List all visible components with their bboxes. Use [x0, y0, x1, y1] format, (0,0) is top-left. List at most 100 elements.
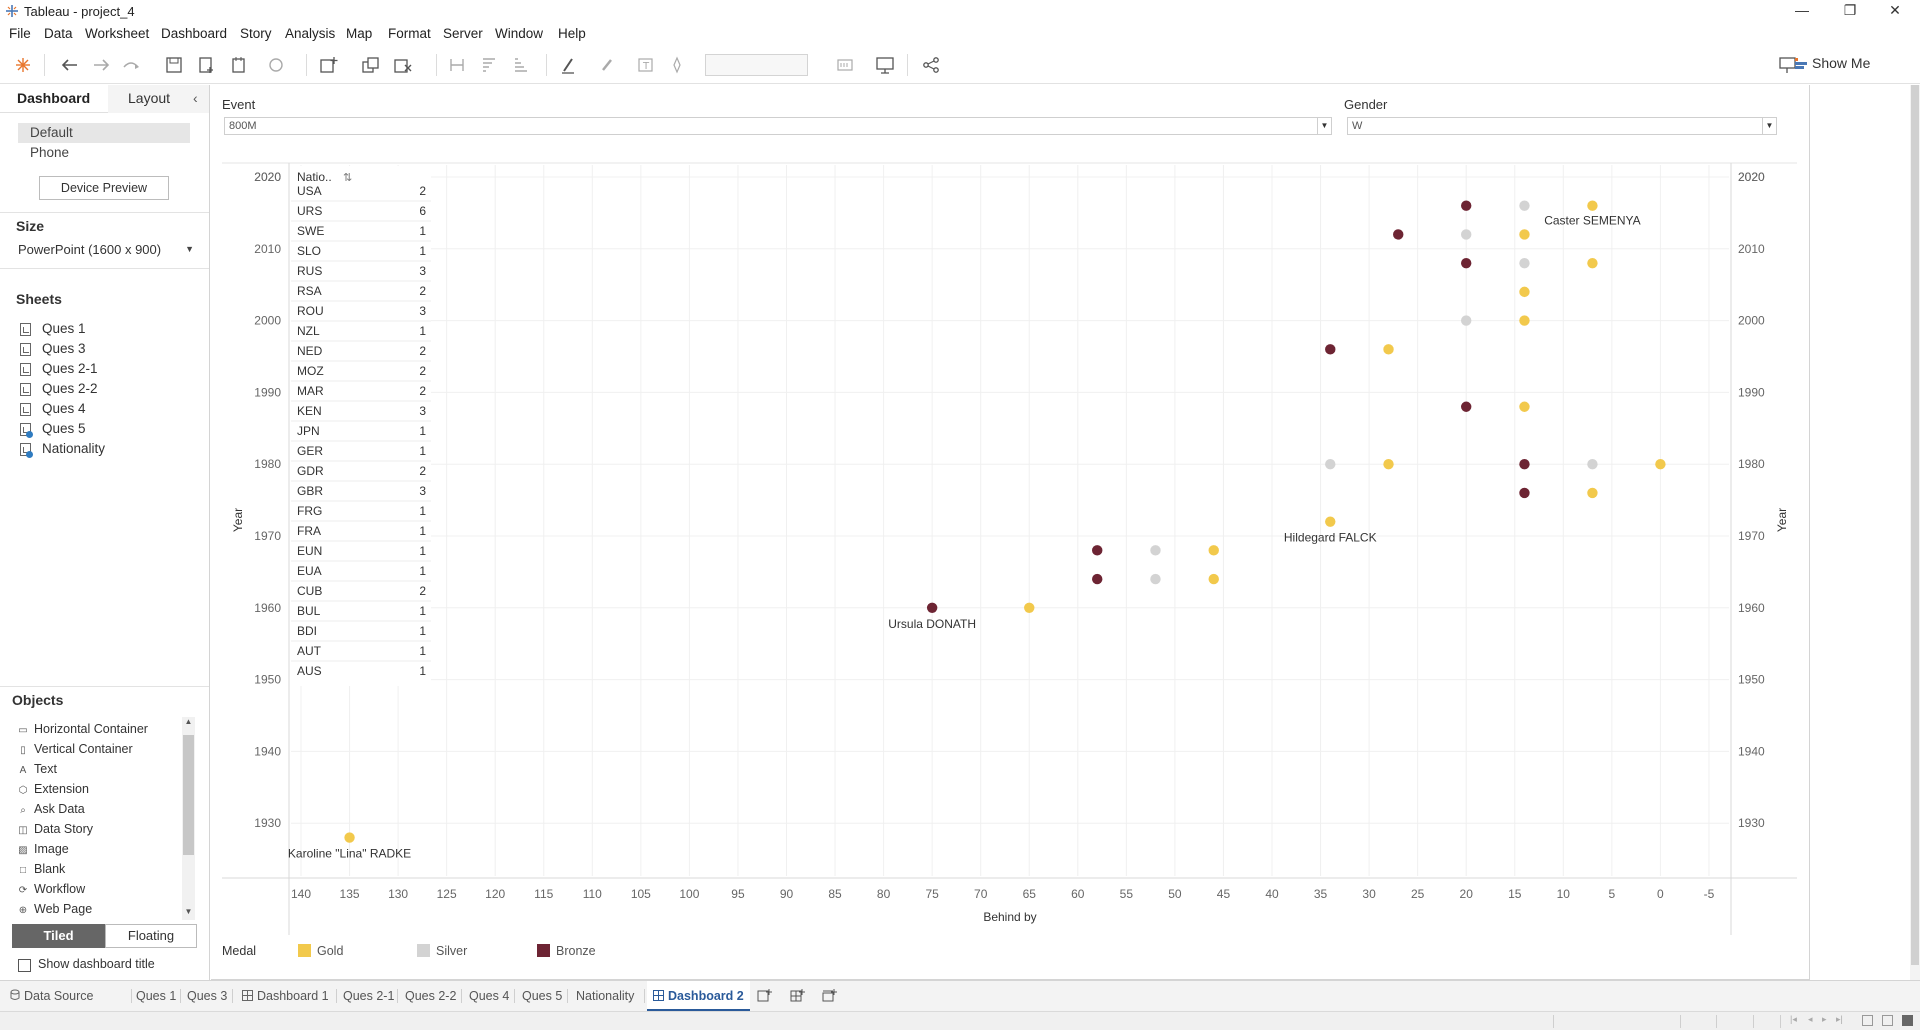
medal-point-bronze[interactable]	[1461, 401, 1472, 412]
menu-map[interactable]: Map	[346, 26, 373, 41]
object-extension[interactable]: ⬡ Extension	[16, 782, 89, 800]
next-page-icon[interactable]: ▸	[1822, 1014, 1827, 1024]
clear-sheet-icon[interactable]	[392, 55, 414, 75]
swap-axes-icon[interactable]	[446, 55, 468, 75]
object-workflow[interactable]: ⟳ Workflow	[16, 882, 85, 900]
menu-format[interactable]: Format	[388, 26, 431, 41]
object-data-story[interactable]: ◫ Data Story	[16, 822, 93, 840]
object-ask-data[interactable]: ⌕ Ask Data	[16, 802, 85, 820]
medal-point-bronze[interactable]	[1325, 344, 1336, 355]
tab-dashboard-2[interactable]: Dashboard 2	[647, 981, 750, 1011]
tableau-home-icon[interactable]	[12, 55, 34, 75]
fix-axes-icon[interactable]	[666, 55, 688, 75]
show-title-checkbox[interactable]	[18, 959, 31, 972]
new-datasource-icon[interactable]	[195, 55, 217, 75]
sort-ascending-icon[interactable]	[478, 55, 500, 75]
refresh-icon[interactable]	[265, 55, 287, 75]
fit-dropdown[interactable]	[705, 54, 808, 76]
new-worksheet-tab-icon[interactable]	[757, 981, 773, 1011]
first-page-icon[interactable]: |◂	[1790, 1014, 1797, 1024]
legend-item-silver[interactable]: Silver	[417, 944, 467, 958]
canvas-scrollbar[interactable]	[1910, 85, 1920, 980]
object-image[interactable]: ▨ Image	[16, 842, 68, 860]
device-phone[interactable]: Phone	[30, 145, 70, 160]
nationality-header[interactable]: Natio..	[297, 170, 332, 184]
event-filter-dropdown[interactable]: 800M ▼	[224, 117, 1332, 135]
maximize-button[interactable]: ❐	[1843, 2, 1857, 18]
show-me-button[interactable]: Show Me	[1795, 55, 1870, 75]
last-page-icon[interactable]: ▸|	[1836, 1014, 1843, 1024]
medal-point-gold[interactable]	[1325, 516, 1336, 527]
medal-point-gold[interactable]	[1587, 487, 1598, 499]
device-default[interactable]: Default	[18, 123, 190, 143]
show-mark-labels-icon[interactable]: T	[635, 55, 657, 75]
medal-point-gold[interactable]	[1587, 200, 1598, 211]
tiled-button[interactable]: Tiled	[12, 924, 105, 948]
medal-point-bronze[interactable]	[926, 602, 938, 613]
group-members-icon[interactable]	[596, 55, 618, 75]
medal-point-silver[interactable]	[1461, 315, 1472, 326]
medal-point-silver[interactable]	[1519, 257, 1530, 269]
medal-point-gold[interactable]	[1655, 459, 1666, 470]
redo-icon[interactable]	[90, 55, 112, 75]
menu-file[interactable]: File	[9, 26, 31, 41]
medal-point-silver[interactable]	[1519, 200, 1530, 211]
minimize-button[interactable]: —	[1795, 2, 1809, 18]
collapse-pane-icon[interactable]: ‹	[193, 90, 198, 106]
object-blank[interactable]: □ Blank	[16, 862, 65, 880]
medal-point-silver[interactable]	[1150, 545, 1161, 556]
scroll-thumb[interactable]	[1911, 85, 1919, 965]
menu-server[interactable]: Server	[443, 26, 483, 41]
tab-ques-4[interactable]: Ques 4	[469, 989, 510, 1003]
tab-ques-3[interactable]: Ques 3	[187, 989, 228, 1003]
prev-page-icon[interactable]: ◂	[1808, 1014, 1813, 1024]
tab-nationality[interactable]: Nationality	[576, 989, 635, 1003]
medal-point-silver[interactable]	[1325, 459, 1336, 470]
medal-point-gold[interactable]	[1208, 573, 1219, 585]
scroll-down-icon[interactable]: ▼	[184, 907, 193, 916]
duplicate-sheet-icon[interactable]	[360, 55, 382, 75]
tab-dashboard[interactable]: Dashboard	[17, 90, 91, 106]
tab-ques-5[interactable]: Ques 5	[522, 989, 563, 1003]
sort-descending-icon[interactable]	[510, 55, 532, 75]
menu-story[interactable]: Story	[240, 26, 272, 41]
share-icon[interactable]	[920, 55, 942, 75]
size-dropdown[interactable]: PowerPoint (1600 x 900) ▼	[18, 242, 196, 262]
tab-ques-2-2[interactable]: Ques 2-2	[405, 989, 457, 1003]
medal-point-bronze[interactable]	[1092, 573, 1103, 585]
medal-point-silver[interactable]	[1587, 459, 1598, 470]
medal-point-bronze[interactable]	[1092, 545, 1103, 556]
medal-point-gold[interactable]	[1519, 286, 1530, 298]
tab-data-source[interactable]: Data Source	[10, 981, 93, 1011]
medal-point-gold[interactable]	[1587, 257, 1598, 269]
scroll-thumb[interactable]	[183, 735, 194, 855]
replay-icon[interactable]	[120, 55, 142, 75]
legend-item-bronze[interactable]: Bronze	[537, 944, 596, 958]
highlight-icon[interactable]	[558, 55, 580, 75]
medal-point-gold[interactable]	[1519, 401, 1530, 412]
object-vertical-container[interactable]: ▯ Vertical Container	[16, 742, 132, 760]
tab-ques-2-1[interactable]: Ques 2-1	[343, 989, 395, 1003]
device-preview-button[interactable]: Device Preview	[39, 176, 169, 200]
medal-point-bronze[interactable]	[1461, 200, 1472, 211]
new-dashboard-tab-icon[interactable]	[790, 981, 806, 1011]
medal-point-bronze[interactable]	[1519, 459, 1530, 470]
legend-item-gold[interactable]: Gold	[298, 944, 343, 958]
sheet-sorter-icon[interactable]	[1862, 1015, 1873, 1026]
new-story-tab-icon[interactable]	[822, 981, 838, 1011]
medal-point-gold[interactable]	[1519, 315, 1530, 326]
new-worksheet-icon[interactable]	[318, 55, 340, 75]
medal-point-gold[interactable]	[1208, 545, 1219, 556]
menu-help[interactable]: Help	[558, 26, 586, 41]
medal-point-gold[interactable]	[1024, 602, 1035, 613]
medal-point-gold[interactable]	[344, 832, 355, 843]
menu-analysis[interactable]: Analysis	[285, 26, 336, 41]
gender-filter-dropdown[interactable]: W ▼	[1347, 117, 1777, 135]
filmstrip-icon[interactable]	[1882, 1015, 1893, 1026]
menu-worksheet[interactable]: Worksheet	[85, 26, 150, 41]
menu-window[interactable]: Window	[495, 26, 544, 41]
object-horizontal-container[interactable]: ▭ Horizontal Container	[16, 722, 148, 740]
object-text[interactable]: A Text	[16, 762, 57, 780]
medal-point-silver[interactable]	[1461, 229, 1472, 240]
medal-point-gold[interactable]	[1519, 229, 1530, 240]
